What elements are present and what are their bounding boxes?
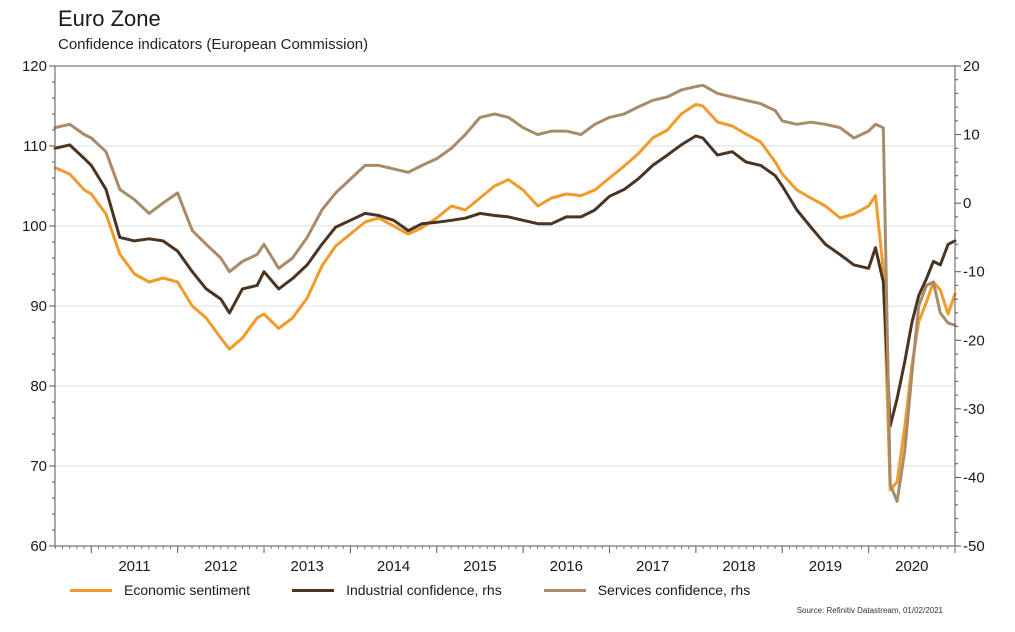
x-tick-label: 2015 — [463, 558, 496, 575]
y-left-tick-label: 110 — [23, 138, 47, 155]
y-right-tick-label: -40 — [963, 469, 985, 486]
legend-swatch-industrial-confidence — [292, 588, 335, 592]
series-layer — [53, 83, 957, 503]
chart-subtitle: Confidence indicators (European Commissi… — [58, 36, 369, 53]
y-left-tick-label: 120 — [22, 58, 47, 75]
legend-item-industrial-confidence: Industrial confidence, rhs — [292, 582, 502, 598]
series-line-1 — [53, 134, 957, 428]
legend-swatch-services-confidence — [543, 588, 586, 592]
grid-layer — [55, 145, 955, 467]
x-tick-label: 2011 — [118, 558, 150, 575]
y-right-tick-label: -20 — [963, 332, 985, 349]
series-line-2 — [53, 83, 957, 503]
source-note: Source: Refinitiv Datastream, 01/02/2021 — [796, 606, 943, 615]
y-right-tick-label: 10 — [963, 127, 980, 144]
x-tick-label: 2013 — [291, 558, 324, 575]
y-right-tick-label: 0 — [963, 195, 971, 212]
x-tick-label: 2014 — [377, 558, 410, 575]
x-tick-label: 2018 — [722, 558, 755, 575]
x-tick-label: 2016 — [550, 558, 583, 575]
y-left-tick-label: 80 — [30, 378, 47, 395]
y-left-tick-label: 60 — [30, 538, 47, 555]
legend-label-industrial-confidence: Industrial confidence, rhs — [346, 582, 502, 598]
y-left-tick-label: 90 — [30, 298, 47, 315]
y-right-tick-label: -30 — [963, 401, 985, 418]
y-left-tick-label: 100 — [22, 218, 47, 235]
x-tick-label: 2020 — [895, 558, 928, 575]
y-right-tick-label: -10 — [963, 264, 985, 281]
legend-item-economic-sentiment: Economic sentiment — [70, 582, 250, 598]
y-right-tick-label: 20 — [963, 58, 980, 75]
y-left-tick-label: 70 — [30, 458, 47, 475]
y-right-tick-label: -50 — [963, 538, 985, 555]
x-tick-label: 2019 — [809, 558, 842, 575]
legend: Economic sentiment Industrial confidence… — [70, 582, 792, 598]
x-tick-label: 2017 — [636, 558, 669, 575]
series-line-0 — [53, 102, 957, 492]
axis-layer: 60 70 80 90 100 110 120 -50 -40 -30 -20 -10 0 10 20 201… — [22, 58, 985, 575]
legend-item-services-confidence: Services confidence, rhs — [543, 582, 751, 598]
legend-label-economic-sentiment: Economic sentiment — [124, 582, 251, 598]
chart-title: Euro Zone — [58, 6, 161, 31]
legend-label-services-confidence: Services confidence, rhs — [597, 582, 751, 598]
x-tick-label: 2012 — [204, 558, 237, 575]
legend-swatch-economic-sentiment — [70, 588, 112, 592]
